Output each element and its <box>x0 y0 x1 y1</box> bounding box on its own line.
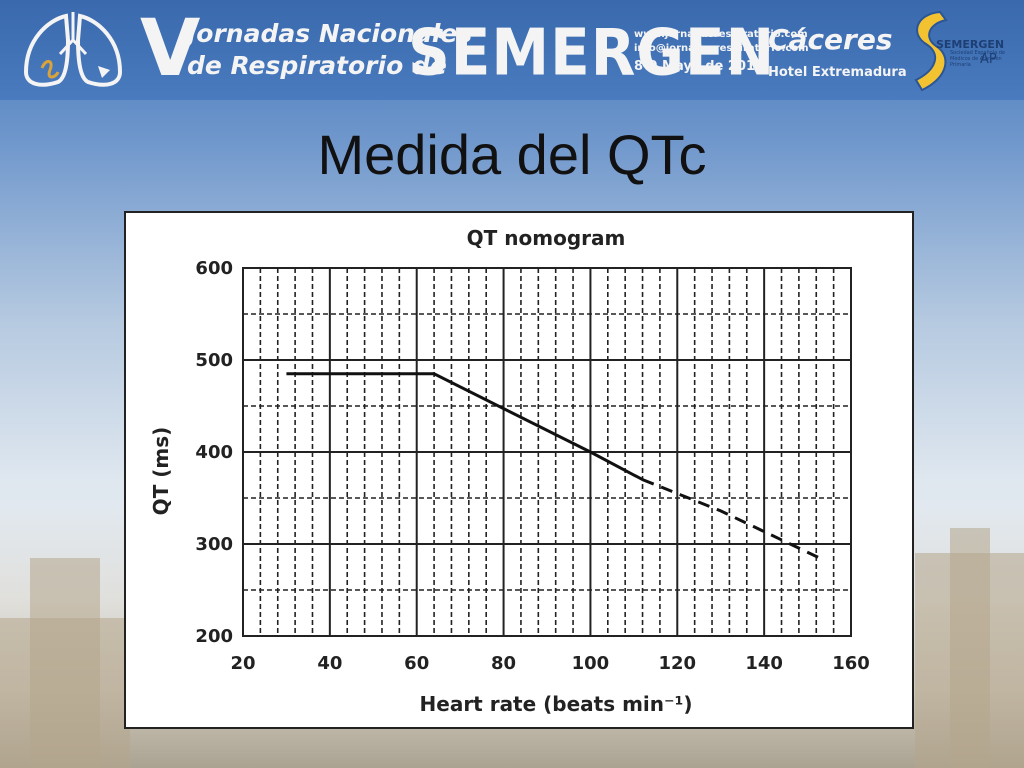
event-venue: Hotel Extremadura <box>768 65 907 80</box>
chart-title: QT nomogram <box>467 226 626 250</box>
x-tick-label: 40 <box>317 653 342 674</box>
x-tick-label: 140 <box>745 653 783 674</box>
edition-numeral: V <box>140 4 200 94</box>
y-tick-label: 500 <box>195 350 233 371</box>
event-name-line2: de Respiratorio de <box>187 51 447 80</box>
qt-nomogram-chart: 20 40 60 80 100 120 140 160 200 300 400 500 600 QT … <box>149 226 870 716</box>
slide-title: Medida del QTc <box>317 123 707 186</box>
website-link[interactable]: www.jornadasrespiratorio.com <box>634 29 808 40</box>
y-tick-label: 400 <box>195 442 233 463</box>
x-tick-label: 160 <box>832 653 870 674</box>
x-tick-label: 80 <box>491 653 516 674</box>
event-dates: 8-9 Mayo de 2015 <box>634 59 765 74</box>
y-tick-labels: 200 300 400 500 600 <box>195 258 233 647</box>
y-axis-label: QT (ms) <box>149 427 173 516</box>
logo-subtitle: Sociedad Española de Médicos de Atención… <box>950 50 1005 68</box>
org-wordmark: SEMERGEN <box>408 15 776 90</box>
major-grid <box>242 267 852 637</box>
contact-info: www.jornadasrespiratorio.com info@jornad… <box>634 28 809 78</box>
y-tick-label: 600 <box>195 258 233 279</box>
event-city: Cáceres <box>768 23 893 56</box>
x-tick-label: 20 <box>230 653 255 674</box>
series-line-solid <box>286 372 644 481</box>
series-line-dashed <box>641 478 826 562</box>
event-name: Jornadas Nacionales de Respiratorio de <box>187 18 472 82</box>
x-tick-labels: 20 40 60 80 100 120 140 160 <box>230 653 869 674</box>
semergen-ap-logo: SEMERGEN Sociedad Española de Médicos de… <box>906 8 1010 94</box>
logo-name: SEMERGEN <box>936 38 1005 51</box>
y-tick-label: 300 <box>195 534 233 555</box>
x-axis-label: Heart rate (beats min⁻¹) <box>420 692 693 716</box>
plot-frame <box>242 267 852 637</box>
event-name-line1: Jornadas Nacionales <box>187 19 473 48</box>
logo-tag: AP <box>980 52 997 67</box>
chart-panel: 20 40 60 80 100 120 140 160 200 300 400 500 600 QT … <box>124 211 914 729</box>
y-tick-label: 200 <box>195 626 233 647</box>
email-link[interactable]: info@jornadasrespiratorio.com <box>634 43 809 54</box>
semergen-s-icon <box>914 10 948 92</box>
conference-header: V Jornadas Nacionales de Respiratorio de… <box>0 0 1024 100</box>
x-tick-label: 60 <box>404 653 429 674</box>
x-tick-label: 100 <box>572 653 610 674</box>
series-layer <box>286 372 826 562</box>
lungs-icon <box>23 12 123 87</box>
x-tick-label: 120 <box>658 653 696 674</box>
